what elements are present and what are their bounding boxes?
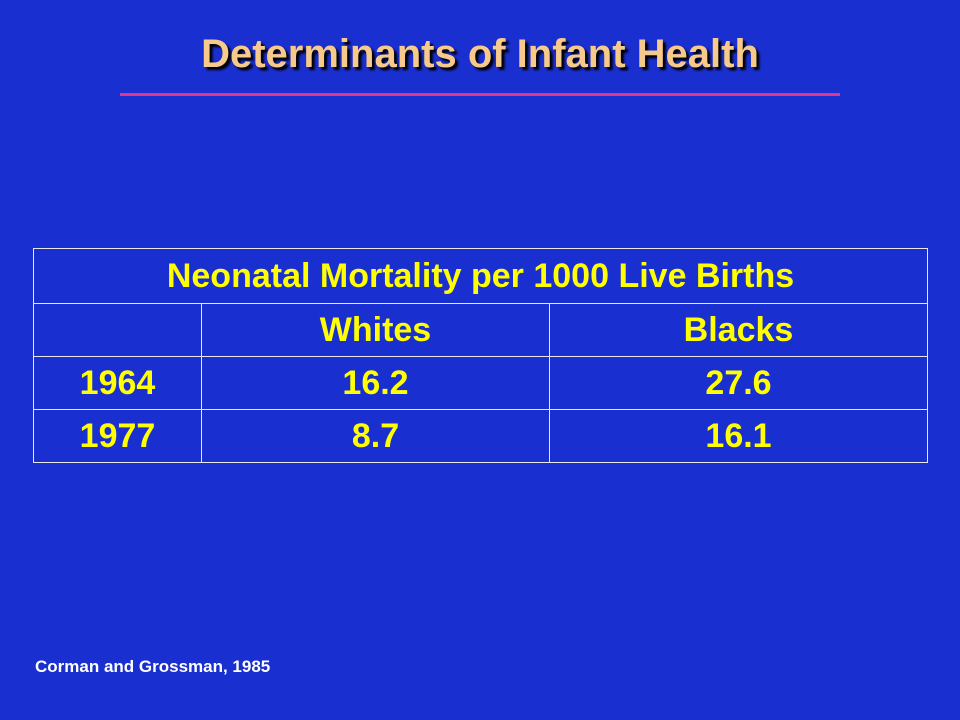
cell-year: 1964 — [33, 356, 202, 410]
cell-whites: 8.7 — [201, 409, 550, 463]
table-header-row: Whites Blacks — [33, 303, 928, 357]
mortality-table: Neonatal Mortality per 1000 Live Births … — [33, 248, 928, 463]
header-cell-whites: Whites — [201, 303, 550, 357]
table-row: 1964 16.2 27.6 — [33, 356, 928, 410]
slide-title: Determinants of Infant Health — [201, 32, 759, 76]
cell-year: 1977 — [33, 409, 202, 463]
header-cell-empty — [33, 303, 202, 357]
cell-blacks: 16.1 — [549, 409, 928, 463]
cell-blacks: 27.6 — [549, 356, 928, 410]
source-citation: Corman and Grossman, 1985 — [35, 657, 271, 676]
cell-whites: 16.2 — [201, 356, 550, 410]
table-caption: Neonatal Mortality per 1000 Live Births — [33, 248, 928, 304]
title-underline — [120, 93, 840, 96]
table-caption-row: Neonatal Mortality per 1000 Live Births — [33, 248, 928, 304]
header-cell-blacks: Blacks — [549, 303, 928, 357]
table-row: 1977 8.7 16.1 — [33, 409, 928, 463]
